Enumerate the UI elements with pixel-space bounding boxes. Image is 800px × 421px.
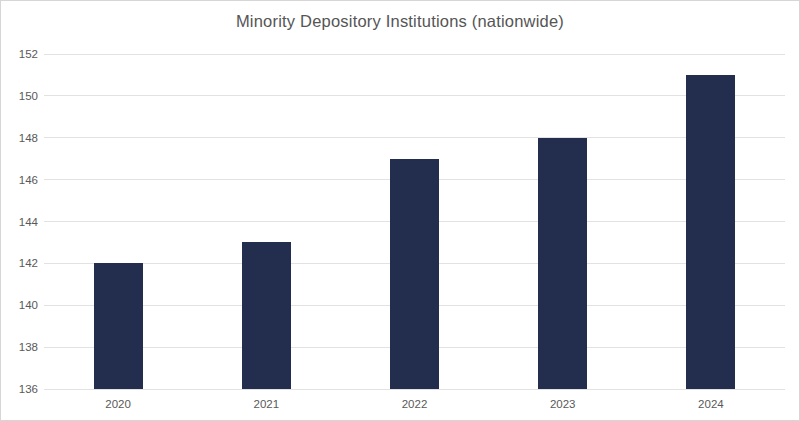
x-tick-label-2024: 2024 [698,398,724,410]
y-tick-label: 136 [1,383,38,395]
y-tick-label: 146 [1,174,38,186]
x-tick-label-2023: 2023 [550,398,576,410]
plot-area [44,54,785,389]
chart-title: Minority Depository Institutions (nation… [1,12,799,31]
y-tick-label: 144 [1,216,38,228]
x-tick-label-2022: 2022 [402,398,428,410]
bar-2023 [538,138,587,389]
gridline-y-152 [44,54,785,55]
bar-2021 [242,242,291,389]
y-tick-label: 150 [1,90,38,102]
x-tick-label-2020: 2020 [105,398,131,410]
y-tick-label: 148 [1,132,38,144]
bar-2020 [94,263,143,389]
gridline-y-148 [44,137,785,138]
y-tick-label: 138 [1,341,38,353]
y-tick-label: 140 [1,299,38,311]
chart-frame: Minority Depository Institutions (nation… [0,0,800,421]
bar-2022 [390,159,439,389]
y-tick-label: 152 [1,48,38,60]
x-tick-label-2021: 2021 [254,398,280,410]
gridline-y-150 [44,95,785,96]
bar-2024 [686,75,735,389]
y-tick-label: 142 [1,257,38,269]
